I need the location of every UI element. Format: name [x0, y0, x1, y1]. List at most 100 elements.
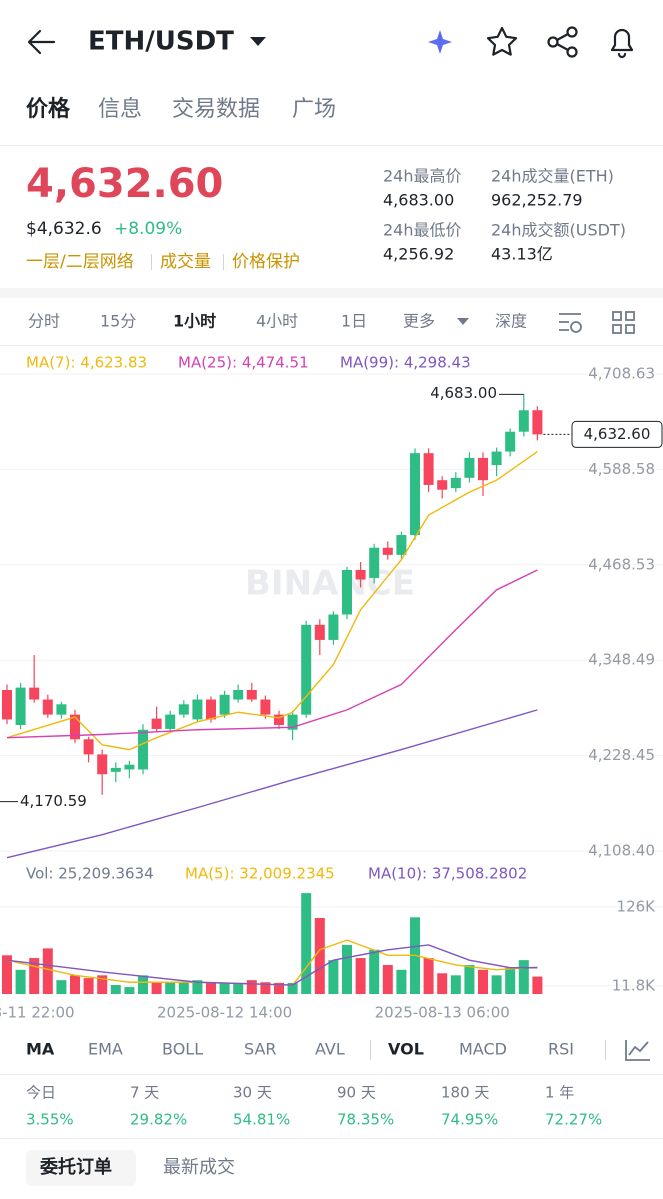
candle-body — [70, 714, 80, 740]
tab[interactable]: 信息 — [98, 97, 142, 122]
stat-value: 962,252.79 — [491, 191, 583, 210]
divider — [0, 1138, 663, 1139]
indicator-settings[interactable] — [625, 1040, 650, 1061]
interval[interactable]: 更多 — [403, 312, 435, 331]
candle-body — [246, 690, 257, 700]
y-tick-label: 4,348.49 — [588, 651, 655, 669]
ma-line — [6, 569, 538, 739]
layout-icon[interactable] — [612, 311, 635, 334]
candle-body — [138, 729, 148, 770]
pair-title[interactable]: ETH/USDT — [88, 27, 234, 57]
alert-icon[interactable] — [610, 28, 634, 59]
volume-bar — [70, 975, 80, 994]
volume-bar — [219, 982, 230, 994]
period-change: 3.55% — [26, 1111, 74, 1129]
volume-bar — [246, 980, 257, 994]
indicator[interactable]: VOL — [388, 1040, 424, 1059]
share-icon[interactable] — [547, 26, 578, 58]
candle-body — [355, 569, 366, 580]
stat-value: 4,683.00 — [383, 191, 454, 210]
candle-body — [437, 480, 448, 490]
legend-entry: MA(99): 4,298.43 — [340, 354, 471, 372]
period-label: 90 天 — [337, 1084, 376, 1102]
candle-body — [301, 624, 312, 715]
indicator[interactable]: RSI — [548, 1040, 574, 1059]
candle-body — [165, 714, 176, 729]
stat-value: 4,256.92 — [383, 245, 454, 264]
indicator[interactable]: AVL — [315, 1040, 345, 1059]
indicator[interactable]: SAR — [244, 1040, 277, 1059]
volume-ma-line — [6, 944, 538, 986]
x-tick-label: 2025-08-12 14:00 — [157, 1004, 292, 1022]
separator — [605, 1040, 606, 1060]
watermark: BINANCE — [245, 564, 415, 604]
volume-bar — [396, 969, 407, 994]
y-tick-label: 11.8K — [612, 976, 656, 994]
indicator[interactable]: MACD — [459, 1040, 507, 1059]
interval[interactable]: 1日 — [341, 312, 367, 331]
volume-bar — [110, 985, 121, 994]
volume-bar — [464, 964, 475, 994]
tag[interactable]: 价格保护 — [232, 252, 300, 272]
volume-bar — [178, 982, 189, 994]
tag[interactable]: 成交量 — [160, 252, 211, 272]
y-tick-label: 4,468.53 — [588, 555, 655, 573]
period-change: 74.95% — [441, 1111, 498, 1129]
candle-body — [29, 687, 40, 700]
candle-body — [56, 704, 67, 715]
high-label: 4,683.00 — [430, 384, 497, 402]
performance: 今日 3.55% 7 天 29.82% 30 天 54.81% 90 天 78.35% 180 … — [26, 1084, 602, 1129]
candle-body — [342, 569, 352, 615]
tab[interactable]: 价格 — [26, 96, 71, 122]
bottom-tab[interactable]: 委托订单 — [39, 1156, 112, 1178]
x-tick-label: 2025-08-13 06:00 — [375, 1004, 510, 1022]
candle-body — [2, 690, 12, 720]
separator — [151, 254, 152, 270]
last-price-box — [571, 420, 663, 448]
more-dropdown[interactable] — [457, 318, 469, 325]
indicator[interactable]: EMA — [88, 1040, 123, 1059]
interval[interactable]: 15分 — [100, 312, 136, 331]
candle-body — [396, 535, 407, 555]
volume-bar — [314, 917, 325, 994]
volume-bar — [15, 969, 26, 994]
candle-body — [382, 547, 393, 555]
volume-bar — [423, 958, 434, 994]
candle-body — [478, 457, 488, 481]
favorite-icon[interactable] — [486, 26, 518, 56]
period-label: 1 年 — [545, 1084, 574, 1102]
interval[interactable]: 分时 — [28, 312, 60, 331]
bottom-tab[interactable]: 最新成交 — [163, 1157, 235, 1178]
candle-body — [423, 453, 434, 485]
interval[interactable]: 4小时 — [256, 312, 298, 331]
back-button[interactable] — [27, 29, 56, 55]
ai-icon[interactable] — [428, 30, 452, 54]
volume-bar — [491, 975, 502, 994]
indicator[interactable]: MA — [26, 1040, 55, 1059]
candle-body — [192, 699, 203, 720]
stat-label: 24h最高价 — [383, 167, 462, 186]
usd-price: $4,632.6 — [26, 219, 102, 239]
indicator[interactable]: BOLL — [162, 1040, 203, 1059]
candle-body — [83, 739, 94, 755]
candle-body — [178, 704, 189, 715]
tab[interactable]: 广场 — [292, 97, 336, 122]
interval[interactable]: 1小时 — [173, 312, 216, 331]
divider — [0, 145, 663, 146]
candle-body — [328, 614, 339, 640]
candle-body — [97, 754, 108, 775]
tab[interactable]: 交易数据 — [172, 97, 260, 122]
candle-body — [274, 714, 284, 725]
candle-body — [314, 624, 325, 640]
volume-bar — [124, 987, 135, 994]
volume-bar — [437, 973, 448, 994]
tag[interactable]: 一层/二层网络 — [26, 252, 134, 272]
volume-bar — [382, 964, 393, 994]
volume-bar — [301, 893, 312, 994]
volume-bar — [532, 976, 543, 994]
period-label: 7 天 — [130, 1084, 159, 1102]
interval[interactable]: 深度 — [495, 312, 527, 331]
pair-dropdown[interactable] — [250, 37, 266, 46]
x-tick-label: 2025-08-11 22:00 — [0, 1004, 75, 1022]
settings-icon[interactable] — [559, 313, 582, 333]
